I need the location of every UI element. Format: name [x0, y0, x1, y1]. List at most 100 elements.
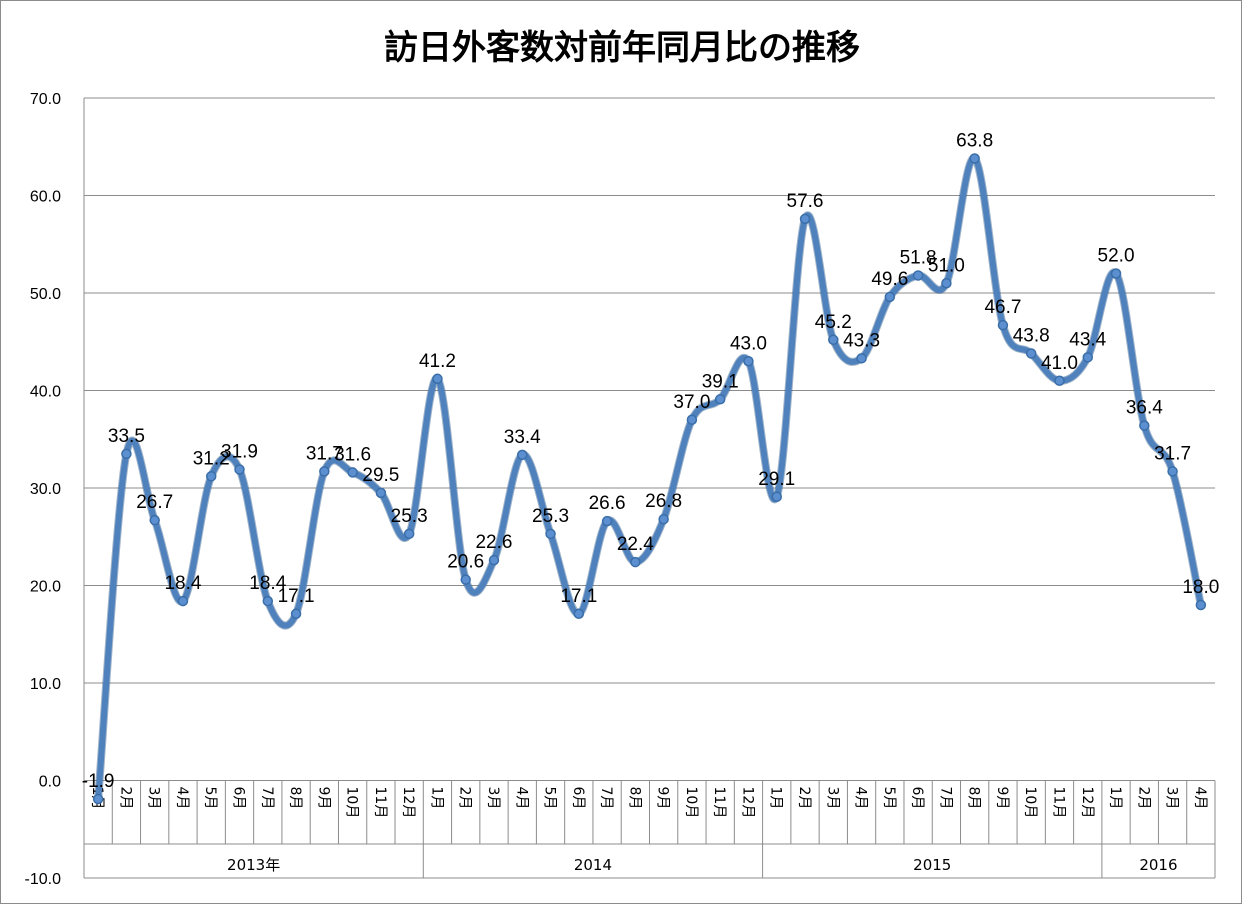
month-label: 3月	[1164, 787, 1180, 810]
month-label: 10月	[1022, 787, 1038, 819]
y-tick-label: 20.0	[30, 579, 61, 596]
grid-lines	[83, 97, 1215, 879]
month-label: 6月	[909, 787, 925, 810]
y-tick-label: 60.0	[30, 189, 61, 206]
data-point	[234, 464, 245, 475]
month-label: 9月	[655, 787, 671, 810]
month-label: 4月	[853, 787, 869, 810]
y-tick-label: 50.0	[30, 286, 61, 303]
y-tick-label: -10.0	[25, 871, 62, 888]
month-label: 11月	[1050, 787, 1066, 819]
data-point	[912, 270, 924, 281]
data-label: 57.6	[787, 191, 824, 212]
data-label: 51.0	[928, 255, 965, 276]
data-point	[969, 153, 980, 164]
data-point	[149, 514, 160, 526]
month-label: 10月	[344, 787, 360, 819]
month-label: 7月	[937, 787, 953, 810]
data-label: 43.0	[730, 333, 767, 354]
x-axis-table: 1月 2月 3月 4月 5月 6月 7月 8月 9月 10月 11月 12月 1月 2月 3月 4月 5月 6月 7…	[83, 780, 1216, 878]
data-label: 31.2	[193, 448, 230, 469]
data-point	[630, 556, 641, 568]
month-label: 4月	[513, 787, 529, 810]
data-label: 41.2	[419, 351, 456, 372]
y-tick-label: 30.0	[30, 481, 61, 498]
data-label: 51.8	[900, 247, 937, 268]
data-point	[1082, 352, 1094, 363]
month-label: 8月	[287, 787, 303, 810]
data-point	[262, 595, 274, 607]
data-label: 29.5	[362, 465, 399, 486]
data-point	[177, 595, 189, 607]
data-label: 31.9	[221, 441, 258, 462]
data-point	[403, 528, 415, 540]
data-label: 31.6	[334, 444, 371, 465]
month-label: 4月	[174, 787, 190, 810]
data-point	[686, 414, 698, 425]
data-point	[828, 334, 839, 346]
month-label: 4月	[1192, 787, 1208, 810]
month-label: 5月	[881, 787, 897, 810]
data-point	[714, 394, 726, 405]
series-line-shadow	[94, 154, 1205, 804]
series-line	[95, 155, 1204, 803]
data-point	[319, 466, 330, 477]
data-point	[375, 487, 387, 499]
month-label: 12月	[739, 787, 755, 819]
chart-title: 訪日外客数対前年同月比の推移	[384, 28, 860, 68]
data-point	[347, 467, 358, 478]
data-label: 43.4	[1069, 329, 1106, 350]
data-point	[997, 319, 1009, 331]
month-label: 12月	[400, 787, 416, 819]
data-label: 25.3	[532, 506, 569, 527]
data-point	[884, 291, 896, 303]
data-point	[290, 608, 302, 620]
data-label: 43.3	[843, 330, 880, 351]
month-label: 7月	[259, 787, 275, 810]
data-point	[1167, 466, 1178, 477]
data-point	[941, 278, 952, 289]
month-label: 9月	[315, 787, 331, 810]
data-point	[1139, 420, 1150, 431]
data-label: 49.6	[871, 269, 908, 290]
data-label: 45.2	[815, 312, 852, 333]
data-label: 36.4	[1126, 398, 1163, 419]
data-point	[517, 449, 528, 461]
month-label: 1月	[768, 787, 784, 810]
year-label: 2013年	[227, 856, 280, 874]
data-label: 39.1	[702, 371, 739, 392]
data-point	[856, 353, 867, 364]
data-point	[121, 448, 132, 460]
year-label: 2016	[1139, 856, 1177, 874]
data-label: 22.4	[617, 534, 654, 555]
data-point	[545, 528, 556, 540]
y-tick-label: 10.0	[30, 676, 61, 693]
data-label: 18.0	[1182, 577, 1219, 598]
month-label: 2月	[117, 787, 133, 810]
data-point	[771, 491, 782, 503]
data-label: 41.0	[1041, 353, 1078, 374]
data-point	[573, 608, 585, 620]
month-label: 12月	[1079, 787, 1095, 819]
data-point	[1195, 599, 1207, 611]
data-label: 18.4	[164, 573, 201, 594]
month-label: 10月	[683, 787, 699, 819]
month-label: 9月	[994, 787, 1010, 810]
month-label: 11月	[372, 787, 388, 819]
data-label: 29.1	[758, 469, 795, 490]
month-label: 7月	[598, 787, 614, 810]
data-point	[432, 373, 443, 385]
year-label: 2014	[574, 856, 612, 874]
data-label: 31.7	[1154, 443, 1191, 464]
month-label: 8月	[626, 787, 642, 810]
data-label: 46.7	[984, 297, 1021, 318]
y-tick-label: 70.0	[30, 91, 61, 108]
data-point	[1025, 348, 1037, 359]
month-label: 1月	[428, 787, 444, 810]
month-label: 2月	[1135, 787, 1151, 810]
data-label: 25.3	[391, 506, 428, 527]
month-label: 5月	[542, 787, 558, 810]
data-point	[460, 574, 471, 585]
data-label: 17.1	[560, 586, 597, 607]
